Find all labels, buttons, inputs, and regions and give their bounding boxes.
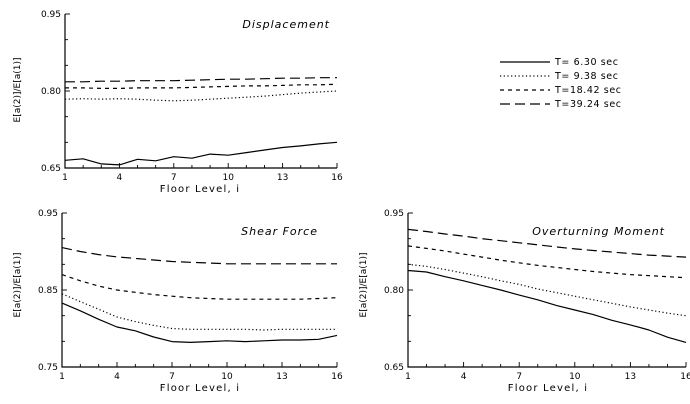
x-tick-label: 16 <box>680 372 690 382</box>
series-line-short <box>407 245 687 279</box>
x-tick-label: 10 <box>569 372 581 382</box>
x-tick-label: 7 <box>516 372 522 382</box>
series-line-solid <box>64 141 338 166</box>
x-tick-label: 4 <box>117 173 123 183</box>
series-line-long <box>407 228 687 258</box>
chart-title: Shear Force <box>241 225 318 238</box>
y-tick-label: 0.95 <box>38 209 58 219</box>
legend: T= 6.30 sec T= 9.38 sec T=18.42 sec T=39… <box>500 57 622 110</box>
panel-displacement: Displacement E[a(2)]/E[a(1)] 1 4 7 10 13 16 0.… <box>13 10 343 195</box>
y-tick-label: 0.65 <box>41 164 61 174</box>
x-tick-label: 16 <box>331 173 343 183</box>
x-tick-label: 10 <box>221 372 233 382</box>
x-tick-label: 16 <box>331 372 343 382</box>
x-axis-label: Floor Level, i <box>160 383 240 394</box>
chart-plot: 1 4 7 10 13 16 0.65 0.80 0.95 <box>384 209 690 382</box>
x-tick-label: 1 <box>62 173 68 183</box>
y-axis-label: E[a(2)]/E[a(1)] <box>359 253 369 318</box>
y-tick-label: 0.85 <box>38 286 58 296</box>
chart-title: Displacement <box>242 18 330 31</box>
y-tick-label: 0.80 <box>41 87 61 97</box>
x-tick-label: 7 <box>169 372 175 382</box>
series-line-long <box>65 77 337 83</box>
axis-line <box>64 14 337 169</box>
x-axis-label: Floor Level, i <box>160 184 240 195</box>
series-line-short <box>65 83 338 89</box>
chart-plot: 1 4 7 10 13 16 0.75 0.85 0.95 <box>38 209 343 382</box>
series-line-dot <box>407 263 687 317</box>
y-tick-label: 0.75 <box>38 363 58 373</box>
series-line-dot <box>64 90 338 102</box>
y-tick-label: 0.95 <box>41 10 61 20</box>
x-tick-label: 4 <box>461 372 467 382</box>
y-tick-label: 0.95 <box>384 209 404 219</box>
panel-overturning-moment: Overturning Moment E[a(2)]/E[a(1)] 1 4 7 10… <box>359 209 690 394</box>
y-tick-label: 0.65 <box>384 363 404 373</box>
series-line-short <box>61 274 338 300</box>
panel-shear-force: Shear Force E[a(2)]/E[a(1)] 1 4 7 10 13 16 0.7… <box>13 209 343 394</box>
x-tick-label: 10 <box>222 173 234 183</box>
chart-title: Overturning Moment <box>532 225 665 238</box>
y-axis-label: E[a(2)]/E[a(1)] <box>13 58 23 123</box>
x-tick-label: 4 <box>114 372 120 382</box>
y-axis-label: E[a(2)]/E[a(1)] <box>13 253 23 318</box>
series-line-solid <box>61 302 338 343</box>
chart-plot: 1 4 7 10 13 16 0.65 0.80 0.95 <box>41 10 343 183</box>
x-tick-label: 13 <box>277 173 288 183</box>
legend-label: T=39.24 sec <box>554 99 622 110</box>
legend-label: T= 9.38 sec <box>554 71 619 82</box>
x-tick-label: 13 <box>625 372 636 382</box>
x-tick-label: 1 <box>59 372 65 382</box>
series-line-long <box>61 247 337 265</box>
x-tick-label: 13 <box>276 372 287 382</box>
series-line-dot <box>61 293 337 331</box>
x-tick-label: 1 <box>405 372 411 382</box>
series-line-solid <box>407 269 687 343</box>
x-axis-label: Floor Level, i <box>508 383 588 394</box>
legend-label: T= 6.30 sec <box>554 57 619 68</box>
y-tick-label: 0.80 <box>384 286 404 296</box>
legend-label: T=18.42 sec <box>554 85 622 96</box>
x-tick-label: 7 <box>171 173 177 183</box>
